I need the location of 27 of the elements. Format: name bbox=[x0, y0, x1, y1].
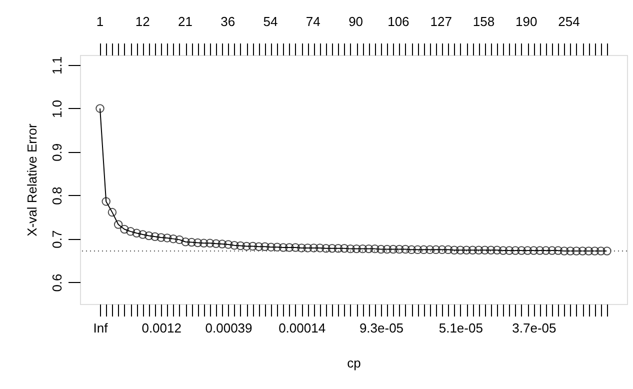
y-tick-label: 1.1 bbox=[50, 56, 64, 75]
text: 106 bbox=[388, 14, 410, 29]
x-tick-label: Inf bbox=[93, 320, 108, 336]
y-tick-label: 0.8 bbox=[50, 186, 64, 205]
x-tick-label: 3.7e-05 bbox=[512, 320, 556, 336]
x-axis-title: cp bbox=[347, 356, 361, 370]
x-tick-label: 9.3e-05 bbox=[359, 320, 404, 336]
y-axis-title: X-val Relative Error bbox=[24, 122, 40, 236]
x-tick-label: 0.0012 bbox=[142, 320, 182, 336]
text: 90 bbox=[348, 14, 364, 29]
y-tick-label: 1.0 bbox=[50, 100, 64, 118]
text: 254 bbox=[558, 14, 580, 29]
x-tick-label: 5.1e-05 bbox=[438, 320, 483, 336]
text: 190 bbox=[515, 14, 538, 29]
text: 74 bbox=[306, 14, 320, 29]
text: 21 bbox=[178, 14, 193, 29]
x-tick-label: 0.00014 bbox=[278, 320, 326, 336]
text: 127 bbox=[430, 14, 452, 29]
text: 12 bbox=[135, 14, 150, 29]
text: 54 bbox=[263, 14, 278, 29]
y-tick-label: 0.6 bbox=[50, 274, 64, 292]
y-tick-label: 0.7 bbox=[50, 230, 64, 248]
text: 158 bbox=[472, 14, 495, 29]
y-tick-label: 0.9 bbox=[50, 143, 64, 162]
text: 36 bbox=[220, 14, 236, 29]
text: 1 bbox=[96, 14, 104, 29]
x-tick-label: 0.00039 bbox=[205, 320, 252, 336]
